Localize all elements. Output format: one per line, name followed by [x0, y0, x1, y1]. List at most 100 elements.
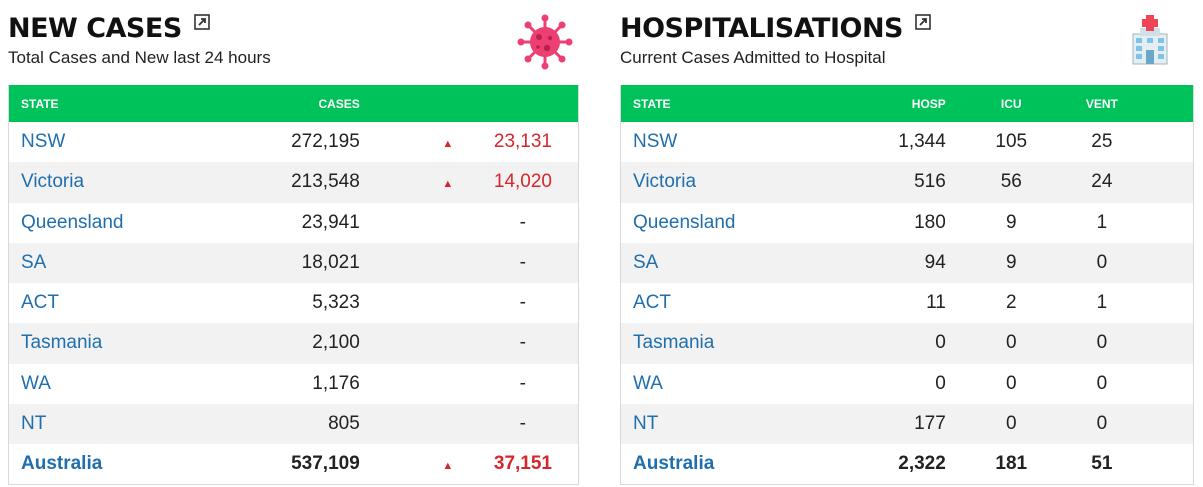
increase-arrow-cell [430, 323, 466, 363]
state-link[interactable]: ACT [633, 292, 671, 314]
increase-arrow-cell [430, 243, 466, 283]
cases-value: 2,100 [312, 332, 360, 354]
expand-external-icon[interactable] [915, 14, 931, 30]
vent-value: 0 [1096, 332, 1108, 354]
state-link[interactable]: NSW [633, 131, 678, 153]
icu-value: 9 [1005, 251, 1017, 273]
state-link[interactable]: Victoria [21, 171, 85, 193]
increase-arrow-cell: ▲ [430, 444, 466, 484]
hosp-value: 94 [924, 251, 946, 273]
table-row: SA 18,021 - [8, 242, 579, 283]
state-link[interactable]: NT [21, 412, 47, 434]
table-row: NSW 1,344 105 25 [621, 122, 1194, 162]
vent-value: 24 [1091, 171, 1113, 193]
hospitalisations-title: HOSPITALISATIONS [620, 12, 904, 44]
table-header-row: STATE CASES [8, 85, 579, 122]
new-cases-value: - [519, 251, 526, 273]
total-row: Australia 537,109 ▲ 37,151 [9, 444, 579, 484]
icu-value: 0 [1005, 372, 1017, 394]
total-row: Australia 2,322 181 51 [621, 444, 1194, 484]
vent-value: 1 [1096, 292, 1108, 314]
state-link[interactable]: ACT [21, 292, 59, 314]
increase-arrow-cell [430, 404, 466, 444]
table-row: Queensland 180 9 1 [621, 203, 1194, 243]
table-header-row: STATE HOSP ICU VENT [620, 85, 1194, 122]
state-link[interactable]: SA [633, 251, 659, 273]
new-cases-value: - [519, 412, 526, 434]
hosp-value: 516 [914, 171, 946, 193]
state-link[interactable]: SA [21, 251, 47, 273]
up-arrow-icon: ▲ [442, 178, 454, 191]
col-header-cases: CASES [318, 96, 360, 111]
hospitalisations-table: STATE HOSP ICU VENT NSW 1,344 105 25 Victori… [620, 85, 1194, 485]
hospitalisations-title-row: HOSPITALISATIONS [620, 8, 931, 48]
state-link[interactable]: NSW [21, 131, 66, 153]
icu-value: 105 [995, 131, 1028, 153]
expand-external-icon[interactable] [193, 14, 210, 30]
hosp-value: 11 [926, 292, 946, 314]
cases-value: 5,323 [312, 292, 360, 314]
icu-value: 2 [1005, 292, 1017, 314]
col-header-vent: VENT [1085, 96, 1118, 111]
state-link[interactable]: WA [21, 372, 51, 394]
cases-value: 23,941 [301, 211, 360, 233]
table-row: ACT 5,323 - [9, 283, 579, 323]
vent-value: 25 [1091, 131, 1113, 153]
new-cases-value: - [519, 211, 526, 233]
vent-value: 0 [1096, 412, 1108, 434]
col-header-hosp: HOSP [911, 96, 946, 111]
up-arrow-icon: ▲ [442, 138, 454, 151]
vent-value: 1 [1096, 211, 1108, 233]
vent-value: 51 [1091, 452, 1113, 474]
table-row: NSW 272,195 ▲ 23,131 [9, 122, 579, 162]
state-link[interactable]: Queensland [633, 211, 736, 233]
cases-value: 18,021 [301, 251, 360, 273]
new-cases-table: STATE CASES NSW 272,195 ▲ 23,131 Victoria 213… [8, 85, 579, 485]
total-state-link[interactable]: Australia [633, 452, 715, 474]
col-header-state: STATE [633, 96, 671, 111]
table-row: Queensland 23,941 - [9, 203, 579, 243]
state-link[interactable]: Queensland [21, 211, 124, 233]
cases-value: 272,195 [291, 131, 360, 153]
virus-icon [517, 14, 573, 75]
state-link[interactable]: NT [633, 412, 659, 434]
state-link[interactable]: Victoria [633, 171, 697, 193]
table-row: Victoria 213,548 ▲ 14,020 [8, 162, 579, 203]
hospitalisations-subtitle: Current Cases Admitted to Hospital [620, 48, 886, 67]
col-header-state: STATE [21, 96, 59, 111]
hosp-value: 180 [914, 211, 946, 233]
table-row: NT 177 0 0 [620, 403, 1194, 444]
vent-value: 0 [1096, 372, 1108, 394]
cases-value: 537,109 [291, 452, 360, 474]
new-cases-value: 23,131 [493, 131, 552, 153]
hosp-value: 2,322 [898, 452, 946, 474]
up-arrow-icon: ▲ [442, 459, 454, 472]
new-cases-value: - [519, 292, 526, 314]
state-link[interactable]: WA [633, 372, 663, 394]
new-cases-value: - [519, 372, 526, 394]
state-link[interactable]: Tasmania [21, 332, 103, 354]
increase-arrow-cell [430, 364, 466, 404]
increase-arrow-cell [430, 283, 466, 323]
new-cases-title: NEW CASES [8, 12, 182, 44]
table-row: Tasmania 2,100 - [8, 323, 579, 364]
hospital-icon [1130, 14, 1170, 71]
new-cases-title-row: NEW CASES [8, 8, 210, 48]
cases-value: 213,548 [291, 171, 360, 193]
table-row: WA 0 0 0 [621, 364, 1194, 404]
state-link[interactable]: Tasmania [633, 332, 715, 354]
new-cases-value: - [519, 332, 526, 354]
icu-value: 0 [1005, 412, 1017, 434]
icu-value: 0 [1005, 332, 1017, 354]
table-row: ACT 11 2 1 [621, 283, 1194, 323]
table-row: Victoria 516 56 24 [620, 162, 1194, 203]
cases-value: 1,176 [312, 372, 360, 394]
total-state-link[interactable]: Australia [21, 452, 103, 474]
icu-value: 9 [1005, 211, 1017, 233]
table-row: SA 94 9 0 [620, 242, 1194, 283]
icu-value: 56 [1000, 171, 1022, 193]
hosp-value: 177 [914, 412, 946, 434]
col-header-icu: ICU [1000, 96, 1022, 111]
icu-value: 181 [995, 452, 1028, 474]
hospitalisations-table-body: NSW 1,344 105 25 Victoria 516 56 24 Queensland 18… [620, 122, 1194, 484]
